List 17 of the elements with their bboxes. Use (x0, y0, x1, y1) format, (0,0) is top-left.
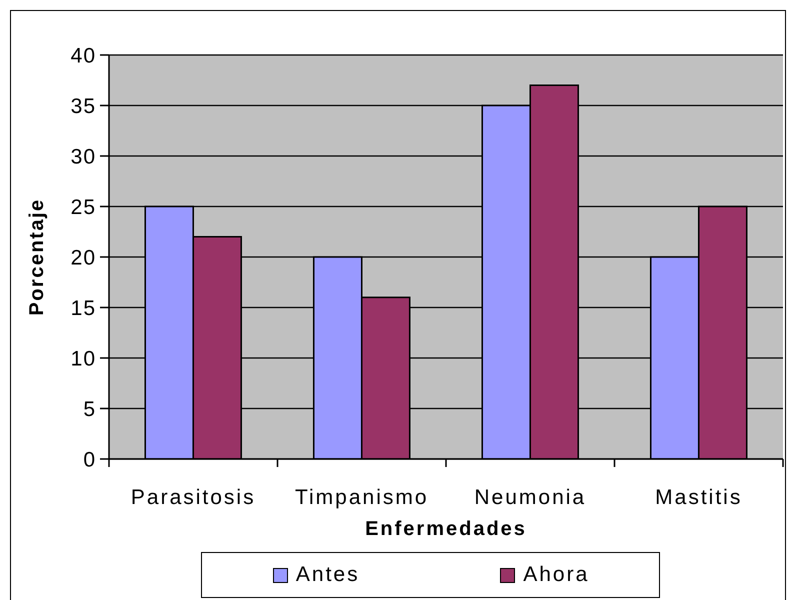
y-tick-label: 30 (70, 145, 96, 168)
y-tick-label: 0 (83, 448, 96, 472)
y-tick-label: 40 (70, 44, 96, 68)
legend-label: Ahora (523, 563, 590, 587)
y-tick-label: 20 (70, 246, 96, 270)
y-tick-label: 5 (83, 398, 96, 421)
legend-label: Antes (296, 563, 360, 587)
y-tick-label: 25 (70, 196, 96, 219)
y-axis-title: Porcentaje (26, 198, 48, 316)
x-tick-label: Parasitosis (130, 486, 256, 509)
y-tick-label: 35 (70, 94, 96, 118)
x-axis-title: Enfermedades (365, 518, 527, 540)
x-tick-label: Mastitis (655, 486, 742, 509)
y-tick-label: 10 (70, 347, 96, 370)
x-tick-label: Timpanismo (294, 486, 429, 509)
x-tick-label: Neumonia (474, 486, 586, 509)
y-tick-label: 15 (70, 296, 96, 320)
